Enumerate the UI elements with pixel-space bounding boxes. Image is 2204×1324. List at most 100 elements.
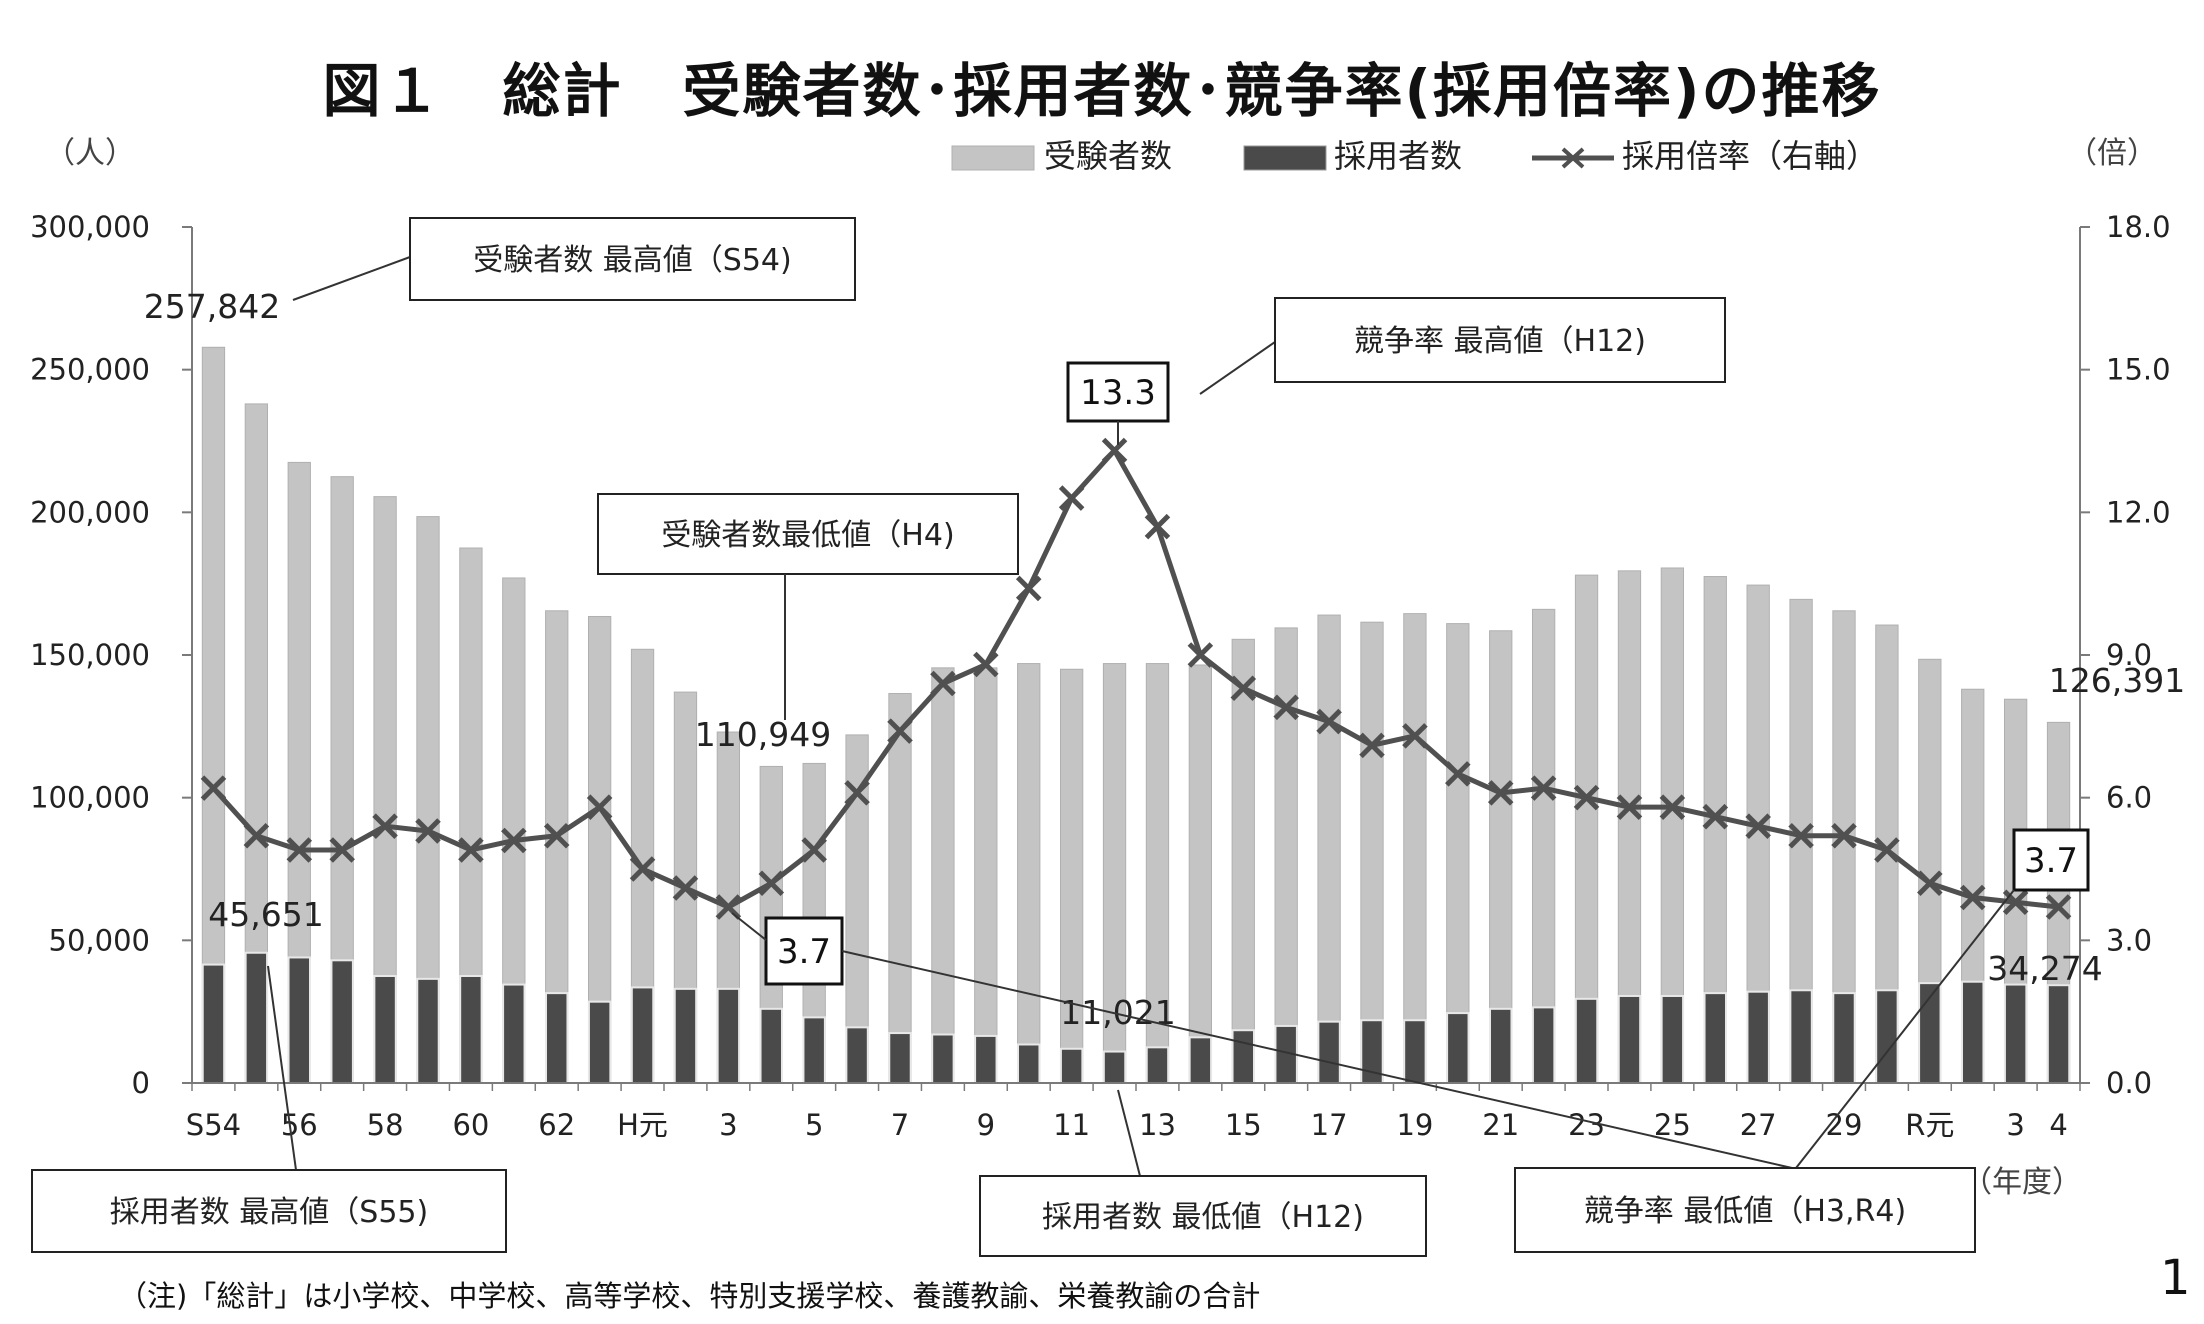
- ratio-marker-S55: [243, 822, 270, 849]
- hires-bar-H14: [1188, 1036, 1213, 1085]
- annotation-ratio-min: 競争率 最低値（H3,R4): [1584, 1194, 1906, 1229]
- ratio-marker-H25: [1659, 794, 1686, 820]
- chart-title: 図１ 総計 受験者数･採用者数･競争率(採用倍率)の推移: [322, 57, 1882, 125]
- hires-bar-H15: [1231, 1029, 1255, 1085]
- data-label-applicants-latest: 126,391: [2049, 661, 2185, 700]
- data-label-hires-latest: 34,274: [1987, 949, 2102, 988]
- annotation-applicants-min-box: [597, 493, 1019, 575]
- annotation-applicants-min: 受験者数最低値（H4): [661, 518, 954, 553]
- x-tick-label: 27: [1740, 1108, 1777, 1142]
- annotation-hires-min: 採用者数 最低値（H12): [1042, 1200, 1364, 1235]
- ratio-marker-H13: [1144, 513, 1171, 540]
- ratio-marker-S59: [415, 818, 441, 844]
- hires-bar-H13: [1145, 1046, 1170, 1085]
- hires-bar-H10: [1017, 1043, 1041, 1084]
- hires-bar-S63: [587, 1000, 612, 1084]
- hires-bar-S55: [244, 951, 269, 1085]
- ratio-marker-H28: [1788, 822, 1814, 849]
- leader-ratio-min-r4: [1795, 889, 2015, 1169]
- legend-marker-ratio: [1561, 147, 1585, 169]
- ratio-marker-H29: [1831, 822, 1857, 849]
- x-tick-label: 3: [719, 1108, 737, 1142]
- right-tick-label: 12.0: [2106, 495, 2171, 529]
- ratio-marker-H2: [672, 875, 699, 901]
- ratio-marker-H24: [1616, 794, 1643, 820]
- hires-bar-H8: [931, 1033, 955, 1084]
- ratio-marker-H30: [1874, 837, 1900, 863]
- legend-swatch-hires: [1243, 145, 1327, 171]
- ratio-marker-H7: [887, 718, 913, 744]
- ratio-marker-H23: [1573, 784, 1600, 811]
- hires-bar-R2: [1961, 980, 1985, 1084]
- x-tick-label: 5: [805, 1108, 823, 1142]
- hires-bar-S60: [459, 975, 483, 1084]
- left-tick-label: 150,000: [30, 638, 150, 672]
- x-tick-label: 23: [1568, 1108, 1605, 1142]
- x-tick-label: 17: [1311, 1108, 1348, 1142]
- applicants-bar-H17: [1317, 614, 1341, 1084]
- applicants-bar-H7: [888, 693, 912, 1084]
- hires-bar-H元: [630, 986, 655, 1084]
- hires-bar-S59: [416, 977, 440, 1084]
- right-tick-label: 9.0: [2106, 638, 2152, 672]
- annotation-hires-max-box: [31, 1169, 507, 1253]
- leader-hires-min: [1117, 1089, 1141, 1177]
- applicants-bar-H9: [974, 667, 998, 1084]
- ratio-marker-H22: [1530, 775, 1557, 801]
- page-number: 1: [2160, 1250, 2191, 1306]
- x-tick-label: 21: [1482, 1108, 1519, 1142]
- hires-bar-H30: [1875, 989, 1899, 1084]
- ratio-marker-R元: [1917, 870, 1943, 897]
- x-tick-label: 7: [891, 1108, 909, 1142]
- hires-bar-R4: [2046, 984, 2071, 1084]
- ratio-marker-H3: [715, 894, 742, 920]
- ratio-marker-H20: [1445, 761, 1471, 787]
- hires-bar-H5: [802, 1016, 826, 1085]
- leader-ratio-min-h3: [841, 950, 1793, 1169]
- left-tick-label: 100,000: [30, 781, 150, 815]
- hires-bar-H17: [1317, 1020, 1341, 1084]
- hires-bar-H29: [1832, 992, 1856, 1084]
- x-tick-label: 29: [1826, 1108, 1863, 1142]
- x-tick-label: 25: [1654, 1108, 1691, 1142]
- leader-applicants-max: [292, 256, 411, 301]
- hires-bar-S57: [330, 959, 354, 1084]
- x-tick-label: 3: [2006, 1108, 2024, 1142]
- x-tick-label: 62: [538, 1108, 575, 1142]
- hires-bar-S56: [287, 956, 311, 1084]
- legend-swatch-applicants: [951, 145, 1035, 171]
- hires-bar-H12: [1102, 1050, 1127, 1085]
- hires-bar-R3: [2003, 983, 2028, 1084]
- data-label-ratio-max-box: [1066, 361, 1170, 423]
- ratio-marker-H12: [1101, 437, 1128, 464]
- hires-bar-S54: [201, 963, 226, 1084]
- hires-bar-S61: [502, 983, 526, 1084]
- ratio-marker-H19: [1402, 723, 1428, 749]
- applicants-bar-H14: [1188, 664, 1213, 1084]
- ratio-marker-H8: [930, 670, 956, 697]
- ratio-marker-H27: [1745, 813, 1771, 839]
- ratio-marker-S61: [501, 827, 527, 854]
- legend-label-applicants: 受験者数: [1044, 137, 1172, 175]
- x-tick-label: 60: [452, 1108, 489, 1142]
- hires-bar-H25: [1660, 994, 1685, 1084]
- ratio-marker-R2: [1959, 884, 1986, 911]
- applicants-bar-H15: [1231, 638, 1255, 1084]
- left-tick-label: 250,000: [30, 353, 150, 387]
- hires-bar-H4: [759, 1007, 784, 1085]
- hires-bar-S62: [545, 992, 569, 1084]
- hires-bar-H24: [1617, 994, 1642, 1084]
- data-label-ratio-min-h3: 3.7: [777, 932, 831, 972]
- ratio-marker-H18: [1359, 732, 1385, 759]
- left-tick-label: 50,000: [49, 923, 150, 957]
- ratio-marker-H21: [1487, 780, 1514, 806]
- applicants-bar-H18: [1360, 621, 1384, 1084]
- hires-bar-H3: [716, 987, 741, 1085]
- right-tick-label: 6.0: [2106, 781, 2152, 815]
- ratio-marker-H15: [1230, 675, 1257, 702]
- ratio-marker-H17: [1316, 708, 1342, 735]
- hires-bar-H19: [1403, 1019, 1427, 1085]
- hires-bar-H22: [1531, 1006, 1556, 1084]
- x-tick-label: H元: [617, 1108, 668, 1142]
